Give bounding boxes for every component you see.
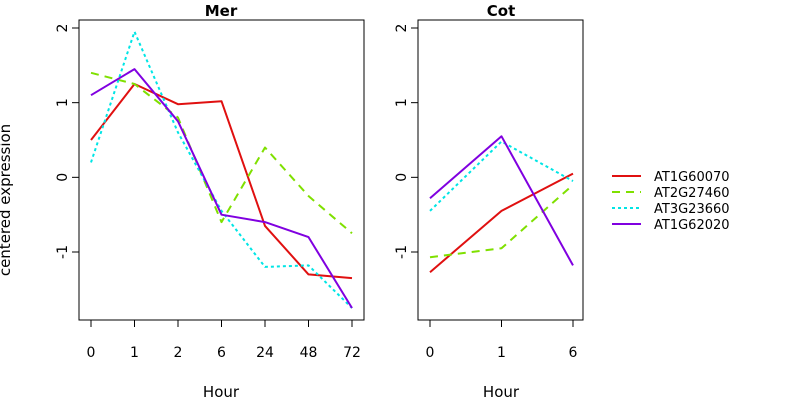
- y-tick-label: 2: [394, 24, 410, 33]
- y-tick-label: 0: [394, 173, 410, 182]
- series-line-at2g27460: [90, 71, 353, 235]
- series-line-at3g23660: [90, 30, 353, 309]
- legend-label: AT1G62020: [654, 218, 730, 233]
- panel-cot: Cot 2 1 0 -1 0 1 6 Hour: [394, 2, 584, 400]
- series-lines-cot: [429, 135, 574, 273]
- x-tick-label: 1: [130, 345, 139, 361]
- y-axis-mer: 2 1 0 -1: [55, 24, 79, 259]
- x-axis-cot: 0 1 6: [426, 320, 578, 361]
- series-line-at1g60070: [429, 172, 574, 273]
- x-axis-mer: 0 1 2 6 24 48 72: [87, 320, 361, 361]
- series-line-at1g60070: [90, 83, 353, 280]
- y-tick-label: -1: [55, 245, 71, 259]
- x-tick-label: 6: [569, 345, 578, 361]
- legend-label: AT1G60070: [654, 170, 730, 185]
- x-tick-label: 48: [300, 345, 318, 361]
- panel-title-cot: Cot: [487, 2, 515, 20]
- panel-mer: Mer 2 1 0 -1 0 1 2 6 24 48 72 Hour: [55, 2, 365, 400]
- series-line-at2g27460: [429, 184, 574, 259]
- y-tick-label: 2: [55, 24, 71, 33]
- panel-title-mer: Mer: [205, 2, 238, 20]
- x-axis-label-cot: Hour: [483, 383, 520, 400]
- y-tick-label: 1: [394, 98, 410, 107]
- x-tick-label: 1: [497, 345, 506, 361]
- x-tick-label: 0: [87, 345, 96, 361]
- x-tick-label: 72: [343, 345, 361, 361]
- legend-label: AT3G23660: [654, 202, 730, 217]
- y-tick-label: 0: [55, 173, 71, 182]
- plot-frame-cot: [417, 19, 584, 321]
- x-tick-label: 2: [174, 345, 183, 361]
- y-axis-label: centered expression: [0, 124, 14, 276]
- y-tick-label: -1: [394, 245, 410, 259]
- x-tick-label: 24: [256, 345, 274, 361]
- y-axis-cot: 2 1 0 -1: [394, 24, 418, 259]
- x-tick-label: 6: [217, 345, 226, 361]
- x-axis-label-mer: Hour: [203, 383, 240, 400]
- x-tick-label: 0: [426, 345, 435, 361]
- series-line-at1g62020: [429, 135, 574, 266]
- legend-label: AT2G27460: [654, 186, 730, 201]
- series-line-at1g62020: [90, 68, 353, 309]
- y-tick-label: 1: [55, 98, 71, 107]
- series-line-at3g23660: [429, 140, 574, 212]
- series-lines-mer: [90, 30, 353, 309]
